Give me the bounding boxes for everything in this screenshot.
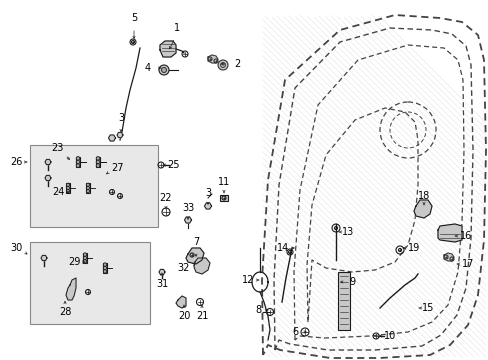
Text: 3: 3 [204, 188, 211, 198]
Text: 25: 25 [167, 160, 180, 170]
Polygon shape [66, 278, 76, 300]
Polygon shape [194, 258, 209, 274]
Circle shape [103, 270, 106, 273]
Text: 28: 28 [59, 307, 71, 317]
Text: 20: 20 [178, 311, 190, 321]
Text: 11: 11 [218, 177, 230, 187]
Circle shape [66, 183, 69, 186]
Bar [66, 183, 70, 193]
Text: 1: 1 [174, 23, 180, 33]
Bar [102, 263, 107, 273]
Polygon shape [41, 255, 47, 261]
Circle shape [96, 157, 100, 160]
Circle shape [83, 256, 86, 260]
Circle shape [220, 63, 225, 68]
Text: 5: 5 [131, 13, 137, 23]
Text: 4: 4 [144, 63, 151, 73]
Polygon shape [207, 55, 218, 63]
Bar [82, 253, 87, 263]
Polygon shape [45, 175, 51, 181]
Polygon shape [160, 41, 176, 57]
Text: 15: 15 [421, 303, 433, 313]
Text: 26: 26 [10, 157, 22, 167]
Text: 19: 19 [407, 243, 419, 253]
Bar [30, 145, 158, 227]
Polygon shape [117, 132, 123, 138]
Text: 2: 2 [233, 59, 240, 69]
Text: 32: 32 [178, 263, 190, 273]
Text: 30: 30 [10, 243, 22, 253]
Circle shape [83, 253, 86, 256]
Polygon shape [437, 224, 461, 242]
Text: 16: 16 [459, 231, 471, 241]
Text: 33: 33 [182, 203, 194, 213]
Text: 22: 22 [160, 193, 172, 203]
Circle shape [86, 190, 89, 193]
Bar [96, 157, 100, 167]
Text: 12: 12 [242, 275, 254, 285]
Polygon shape [443, 253, 453, 261]
Text: 9: 9 [348, 277, 354, 287]
Circle shape [76, 160, 80, 164]
Circle shape [103, 266, 106, 270]
Bar [30, 242, 150, 324]
Circle shape [96, 164, 100, 167]
Bar [86, 183, 90, 193]
Bar [337, 272, 349, 330]
Circle shape [96, 160, 100, 164]
Bar [220, 195, 227, 201]
Text: 14: 14 [276, 243, 288, 253]
Text: 3: 3 [118, 113, 124, 123]
Circle shape [159, 65, 169, 75]
Circle shape [161, 68, 166, 72]
Circle shape [83, 260, 86, 263]
Text: 6: 6 [291, 327, 298, 337]
Polygon shape [45, 159, 51, 165]
Circle shape [76, 164, 80, 167]
Circle shape [66, 190, 69, 193]
Circle shape [76, 157, 80, 160]
Circle shape [66, 186, 69, 190]
Polygon shape [185, 248, 203, 264]
Circle shape [86, 183, 89, 186]
Text: 17: 17 [461, 259, 473, 269]
Text: 21: 21 [195, 311, 208, 321]
Polygon shape [413, 200, 431, 218]
Text: 10: 10 [383, 331, 395, 341]
Text: 24: 24 [52, 187, 64, 197]
Text: 29: 29 [68, 257, 80, 267]
Polygon shape [108, 135, 115, 141]
Polygon shape [176, 296, 185, 308]
Bar [76, 157, 80, 167]
Polygon shape [159, 269, 164, 275]
Text: 8: 8 [254, 305, 261, 315]
Text: 18: 18 [417, 191, 429, 201]
Circle shape [218, 60, 227, 70]
Circle shape [103, 263, 106, 266]
Text: 27: 27 [110, 163, 123, 173]
Text: 13: 13 [341, 227, 353, 237]
Polygon shape [204, 203, 211, 209]
Text: 23: 23 [51, 143, 63, 153]
Text: 7: 7 [192, 237, 199, 247]
Circle shape [86, 186, 89, 190]
Text: 31: 31 [156, 279, 168, 289]
Polygon shape [184, 217, 191, 223]
